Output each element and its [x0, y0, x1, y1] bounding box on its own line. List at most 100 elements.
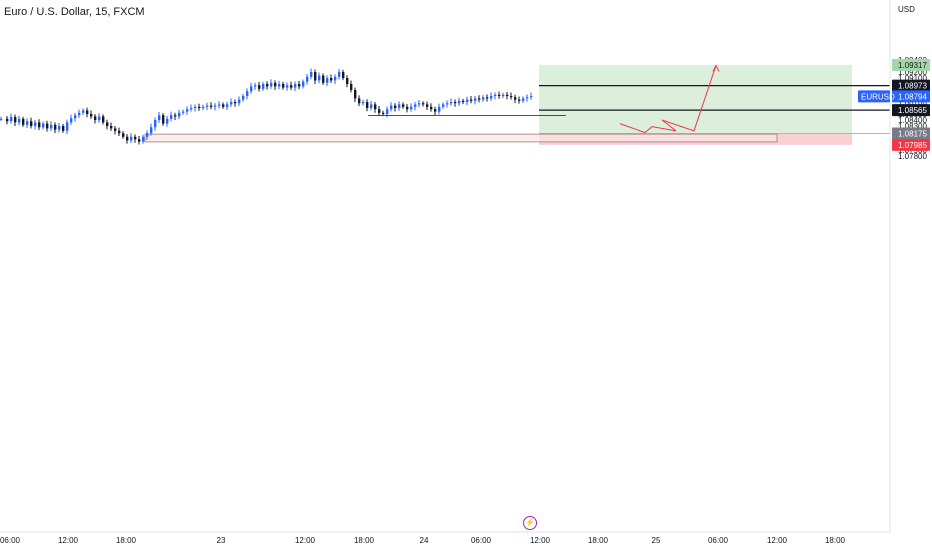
time-tick-label: 24: [420, 536, 429, 545]
price-tag-label: 1.08973: [898, 82, 927, 91]
candle-body: [202, 106, 205, 109]
price-tag-box: [892, 59, 930, 71]
candle-body: [446, 103, 449, 105]
price-tag-label: 1.09317: [898, 61, 927, 70]
symbol-tag-label: EURUSD: [861, 92, 895, 101]
candle-body: [406, 106, 409, 110]
candle-body: [462, 100, 465, 103]
candle-body: [426, 104, 429, 107]
candle-body: [510, 96, 513, 98]
time-tick-label: 06:00: [471, 536, 492, 545]
candle-body: [474, 98, 477, 101]
candle-body: [166, 118, 169, 124]
time-tick-label: 12:00: [530, 536, 551, 545]
candle-body: [506, 94, 509, 97]
candle-body: [126, 136, 129, 141]
candle-body: [210, 105, 213, 107]
lightning-icon[interactable]: ⚡: [523, 516, 537, 530]
candle-body: [98, 116, 101, 121]
candle-body: [338, 72, 341, 77]
time-tick-label: 23: [217, 536, 226, 545]
candle-body: [270, 82, 273, 87]
price-tick-label: 1.08400: [898, 116, 927, 125]
candle-body: [14, 117, 17, 123]
candle-body: [470, 99, 473, 101]
candle-body: [234, 102, 237, 104]
candle-body: [170, 115, 173, 119]
candle-body: [402, 104, 405, 107]
candle-body: [414, 104, 417, 107]
candle-body: [38, 122, 41, 128]
chart-title: Euro / U.S. Dollar, 15, FXCM: [4, 6, 145, 18]
target-zone: [539, 65, 852, 134]
candle-body: [186, 109, 189, 112]
candle-body: [114, 128, 117, 131]
time-tick-label: 06:00: [708, 536, 729, 545]
candle-body: [218, 104, 221, 106]
candle-body: [230, 102, 233, 105]
candle-body: [282, 84, 285, 88]
symbol-tag-box: [858, 90, 890, 103]
time-tick-label: 18:00: [588, 536, 609, 545]
candle-body: [326, 78, 329, 83]
candle-body: [162, 115, 165, 124]
candle-body: [454, 102, 457, 104]
price-tick-label: 1.08300: [898, 122, 927, 131]
candle-body: [478, 98, 481, 100]
demand-zone: [144, 133, 778, 143]
candle-body: [418, 103, 421, 105]
candle-body: [42, 123, 45, 128]
price-tick-label: 1.09100: [898, 74, 927, 83]
candle-body: [358, 98, 361, 104]
candle-body: [498, 94, 501, 97]
candle-body: [514, 97, 517, 100]
candle-body: [62, 126, 65, 131]
candle-body: [386, 109, 389, 115]
candle-body: [310, 72, 313, 77]
candle-body: [82, 110, 85, 113]
candle-body: [494, 94, 497, 97]
candle-body: [390, 105, 393, 110]
candle-body: [74, 115, 77, 119]
candle-body: [466, 99, 469, 103]
candle-body: [214, 105, 217, 107]
candle-body: [334, 76, 337, 81]
candle-body: [6, 118, 9, 122]
candle-body: [122, 133, 125, 137]
candle-body: [154, 120, 157, 128]
candle-body: [246, 91, 249, 97]
candle-body: [146, 133, 149, 137]
candle-body: [438, 106, 441, 112]
price-tag-label: 1.08565: [898, 106, 927, 115]
projection-arrowhead: [712, 64, 720, 72]
candle-body: [350, 84, 353, 91]
time-tick-label: 18:00: [825, 536, 846, 545]
candle-body: [422, 103, 425, 105]
candle-body: [242, 96, 245, 100]
time-axis[interactable]: 06:00 12:00 18:00 23 12:00 18:00 24 06:00 12:00 1…: [0, 536, 846, 545]
candle-body: [198, 106, 201, 109]
zones-layer: [144, 65, 890, 145]
price-tag-label: 1.08794: [898, 92, 927, 101]
candle-body: [314, 72, 317, 81]
candle-body: [94, 116, 97, 121]
drawings-layer: [368, 64, 890, 134]
time-tick-label: 18:00: [116, 536, 137, 545]
candle-body: [54, 124, 57, 130]
price-tag-box: [892, 138, 930, 151]
candle-body: [34, 122, 37, 127]
candle-body: [434, 109, 437, 112]
candle-body: [486, 97, 489, 99]
candle-body: [150, 127, 153, 134]
price-tag-label: 1.08175: [898, 130, 927, 139]
candle-body: [58, 126, 61, 130]
candle-body: [346, 78, 349, 85]
candle-body: [134, 136, 137, 140]
candle-body: [382, 112, 385, 115]
price-tag-box: [892, 90, 930, 103]
candle-body: [70, 118, 73, 123]
candle-body: [354, 90, 357, 99]
candle-body: [110, 126, 113, 129]
